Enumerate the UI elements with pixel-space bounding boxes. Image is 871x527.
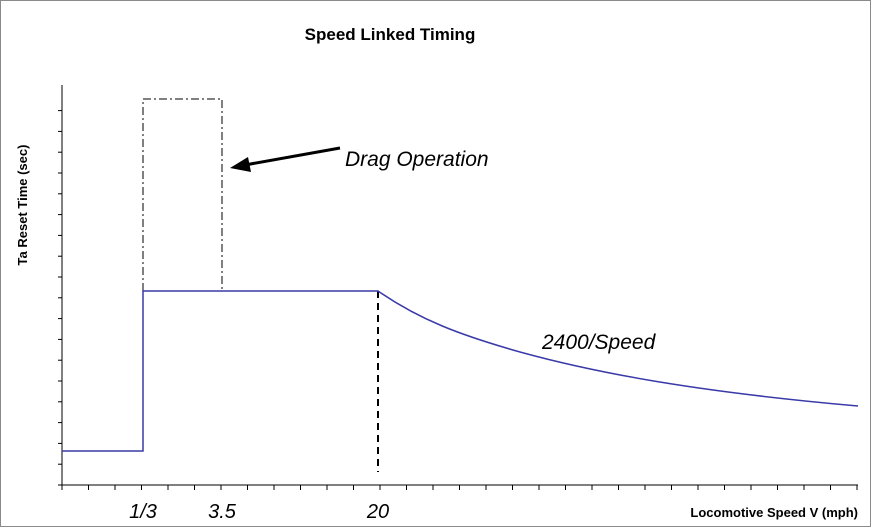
arrow-shaft	[244, 146, 341, 167]
x-axis-label: Locomotive Speed V (mph)	[690, 505, 858, 520]
curve-annotation: 2400/Speed	[541, 331, 657, 354]
drag-annotation: Drag Operation	[345, 148, 489, 171]
x-label: 1/3	[129, 501, 157, 523]
x-label: 20	[366, 501, 389, 523]
x-label: 3.5	[208, 501, 237, 523]
y-axis-label: Ta Reset Time (sec)	[15, 145, 30, 266]
drag-outline	[142, 98, 223, 291]
axes	[58, 85, 858, 490]
title: Speed Linked Timing	[305, 25, 476, 44]
timing-curve	[62, 290, 859, 452]
arrow-head	[230, 157, 251, 172]
